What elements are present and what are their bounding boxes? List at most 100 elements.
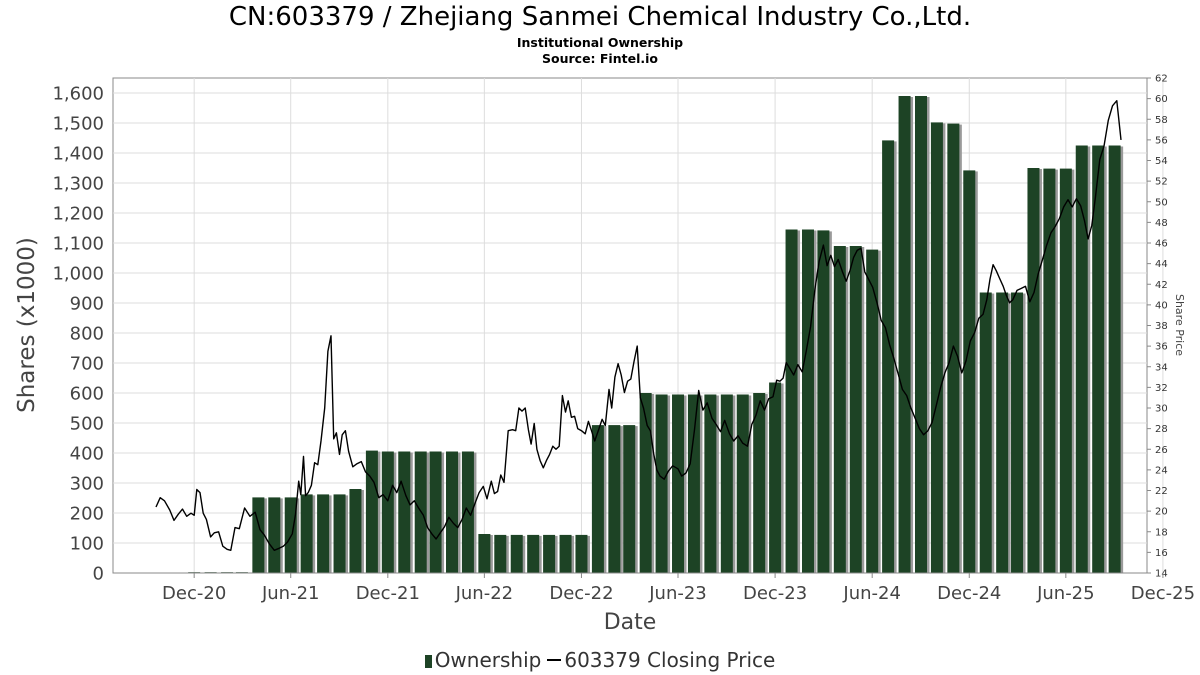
x-tick-label: Dec-21 (356, 583, 420, 604)
y2-axis-title: Share Price (1173, 294, 1186, 356)
y2-tick-label: 30 (1155, 404, 1168, 415)
ownership-bar (510, 534, 523, 573)
ownership-bars (188, 96, 1124, 574)
y-tick-label: 600 (70, 384, 104, 405)
ownership-bar (785, 229, 798, 573)
legend: Ownership 603379 Closing Price (0, 648, 1200, 672)
y2-tick-label: 58 (1155, 115, 1168, 126)
y2-tick-label: 60 (1155, 94, 1168, 105)
legend-ownership-swatch (424, 655, 432, 668)
ownership-bar (608, 425, 621, 573)
ownership-bar (1108, 145, 1121, 573)
y2-tick-label: 24 (1155, 465, 1168, 476)
price-line (155, 99, 1122, 551)
ownership-bar (753, 393, 766, 573)
y2-tick-label: 56 (1155, 135, 1168, 146)
chart-title: CN:603379 / Zhejiang Sanmei Chemical Ind… (228, 2, 972, 32)
y2-tick-label: 62 (1155, 74, 1168, 85)
ownership-bar (527, 534, 540, 573)
ownership-bar (817, 230, 830, 573)
y2-tick-label: 44 (1155, 259, 1168, 270)
ownership-bar (1059, 168, 1072, 573)
y2-tick-label: 40 (1155, 300, 1168, 311)
ownership-bar (1043, 168, 1056, 573)
axes: 0 100 200 300 400 500 600 700 800 900 1,000 1,100 1,… (52, 74, 1195, 605)
y2-tick-label: 48 (1155, 218, 1168, 229)
y-tick-label: 1,600 (52, 84, 104, 105)
ownership-bar (801, 229, 814, 573)
y-tick-label: 400 (70, 444, 104, 465)
x-tick-label: Dec-22 (549, 583, 613, 604)
y2-tick-label: 14 (1155, 569, 1168, 580)
ownership-chart: 0 100 200 300 400 500 600 700 800 900 1,000 1,100 1,… (14, 74, 1195, 636)
ownership-bar (655, 394, 668, 573)
ownership-bar (575, 534, 588, 573)
y2-tick-label: 18 (1155, 527, 1168, 538)
ownership-bar (543, 534, 556, 573)
x-tick-label: Jun-23 (648, 583, 707, 604)
y2-tick-label: 28 (1155, 424, 1168, 435)
ownership-bar (930, 122, 943, 574)
ownership-bar (720, 394, 733, 573)
y2-tick-label: 22 (1155, 486, 1168, 497)
chart-source: Source: Fintel.io (542, 51, 658, 66)
y-tick-label: 300 (70, 474, 104, 495)
ownership-bar (914, 96, 927, 573)
ownership-bar (478, 534, 491, 573)
ownership-bar (252, 497, 265, 573)
ownership-bar (365, 450, 378, 573)
ownership-bar (866, 249, 879, 573)
price-line-layer (155, 99, 1122, 551)
ownership-bar (623, 425, 636, 573)
legend-price-label: 603379 Closing Price (564, 648, 776, 672)
ownership-bar (1092, 145, 1105, 573)
ownership-bar (672, 394, 685, 573)
y-tick-label: 1,100 (52, 234, 104, 255)
y2-tick-label: 54 (1155, 156, 1168, 167)
y-tick-label: 1,500 (52, 114, 104, 135)
y-tick-label: 0 (93, 564, 104, 585)
legend-price-swatch (547, 659, 562, 661)
chart-subtitle: Institutional Ownership (516, 35, 684, 50)
x-tick-label: Dec-25 (1131, 583, 1195, 604)
y2-tick-label: 52 (1155, 177, 1168, 188)
y-axis-title: Shares (x1000) (14, 237, 40, 413)
ownership-bar (1011, 292, 1024, 573)
y2-tick-label: 20 (1155, 507, 1168, 518)
y-tick-label: 1,400 (52, 144, 104, 165)
x-tick-label: Dec-20 (162, 583, 226, 604)
y-tick-label: 100 (70, 534, 104, 555)
legend-ownership-label: Ownership (434, 648, 542, 672)
ownership-bar (639, 393, 652, 573)
y2-tick-label: 26 (1155, 445, 1168, 456)
ownership-bar (559, 534, 572, 573)
ownership-bar (1075, 145, 1088, 573)
ownership-bar (979, 292, 992, 573)
x-axis-title: Date (604, 610, 657, 635)
ownership-bar (849, 246, 862, 573)
ownership-bar (591, 425, 604, 573)
x-tick-label: Dec-24 (937, 583, 1001, 604)
ownership-bar (300, 494, 313, 573)
y2-tick-label: 36 (1155, 342, 1168, 353)
y-tick-label: 1,200 (52, 204, 104, 225)
y-tick-label: 1,000 (52, 264, 104, 285)
ownership-bar (704, 394, 717, 573)
x-tick-label: Jun-22 (455, 583, 514, 604)
ownership-bar (268, 497, 281, 573)
y2-tick-label: 32 (1155, 383, 1168, 394)
x-tick-label: Jun-24 (842, 583, 901, 604)
x-tick-label: Jun-25 (1036, 583, 1095, 604)
y2-tick-label: 46 (1155, 239, 1168, 250)
ownership-bar (769, 382, 782, 573)
ownership-bar (333, 494, 346, 573)
ownership-bar (398, 451, 411, 573)
y-tick-label: 500 (70, 414, 104, 435)
ownership-bar (429, 451, 442, 573)
y-tick-label: 900 (70, 294, 104, 315)
x-tick-label: Dec-23 (743, 583, 807, 604)
y2-tick-label: 50 (1155, 197, 1168, 208)
ownership-bar (833, 246, 846, 573)
ownership-bar (882, 140, 895, 573)
ownership-bar (494, 534, 507, 573)
